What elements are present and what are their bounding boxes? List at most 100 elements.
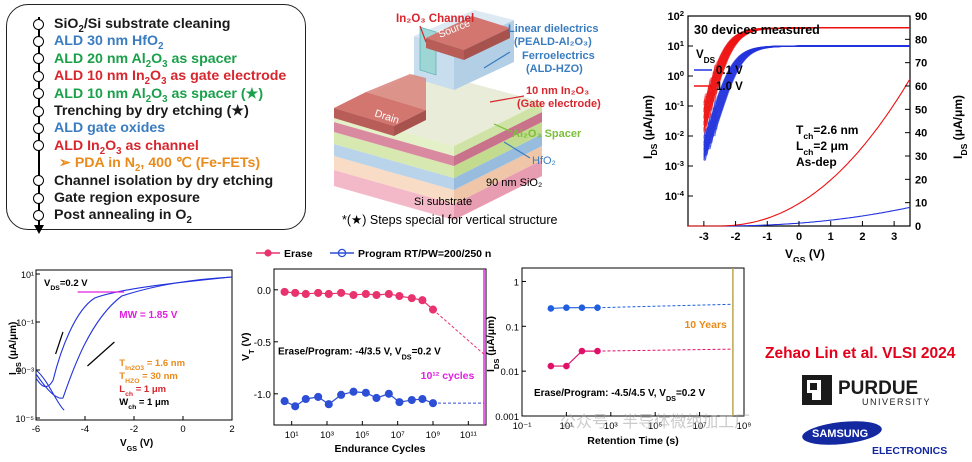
legend-program-marker	[337, 248, 347, 258]
flow-step: ALD 10 nm In2O3 as gate electrode	[33, 66, 286, 86]
purdue-subtitle: UNIVERSITY	[862, 397, 931, 407]
spacer-side	[454, 122, 542, 178]
x-tick-label: 10¹	[285, 430, 299, 441]
dielectrics-line-3: Ferroelectrics	[522, 50, 595, 62]
data-point	[324, 400, 333, 409]
x-tick-label: 10⁹	[737, 421, 752, 432]
x-tick-label: 10³	[320, 430, 334, 441]
flow-step: Channel isolation by dry etching	[33, 171, 273, 191]
top-spacer-side	[454, 102, 542, 156]
source-top	[426, 16, 510, 50]
y-tick-label: 10⁻¹	[16, 318, 34, 328]
data-point	[301, 394, 310, 404]
series-line	[550, 350, 598, 367]
x-tick-label: -3	[699, 231, 709, 243]
flow-step: ALD 20 nm Al2O3 as spacer	[33, 49, 237, 69]
flow-step-dot	[33, 70, 44, 82]
data-point	[337, 390, 346, 399]
spacer-label: Al₂O₃ Spacer	[512, 128, 582, 140]
x-tick-label: 1	[828, 231, 834, 243]
series-extrapolation	[597, 303, 733, 309]
legend-title: VDS	[696, 49, 716, 65]
flow-step-dot	[33, 53, 44, 65]
flow-step-label: Gate region exposure	[54, 190, 200, 206]
data-point	[395, 291, 404, 301]
y-axis-label-left: IDS (μA/μm)	[641, 95, 659, 159]
data-point	[291, 288, 300, 297]
spacer-front	[334, 132, 454, 178]
dielectrics-line-4: (ALD-HZO)	[526, 63, 583, 75]
x-tick-label: -2	[731, 231, 741, 243]
data-point	[407, 294, 416, 303]
flow-step-label: Trenching by dry etching (★)	[54, 103, 249, 119]
flow-step: Trenching by dry etching (★)	[33, 101, 249, 121]
flow-step: Post annealing in O2	[33, 205, 192, 226]
hfo2-front	[334, 144, 454, 190]
data-point	[594, 347, 601, 355]
y-tick-label: 102	[667, 9, 684, 24]
vds-label: VDS=0.2 V	[44, 278, 88, 292]
samsung-wordmark: SAMSUNG	[812, 428, 868, 440]
process-flow-box: SiO2/Si substrate cleaning ALD 30 nm HfO2…	[6, 4, 306, 234]
y-axis-label: IDS (μA/μm)	[485, 316, 501, 372]
data-point	[372, 290, 381, 300]
data-point	[349, 290, 358, 300]
channel-label: In₂O₃ Channel	[396, 13, 474, 25]
y-axis-label: IDS (μA/μm)	[8, 322, 23, 375]
si-side	[454, 160, 542, 220]
x-tick-label: 10¹	[560, 421, 574, 432]
flow-step: ALD In2O3 as channel	[33, 136, 199, 156]
x-tick-label: 0	[180, 424, 185, 435]
legend-program-label: Program RT/PW=200/250 ns	[358, 248, 492, 260]
data-point	[301, 289, 310, 299]
device-param: Lch = 1 μm	[119, 384, 166, 398]
x-axis-label: Endurance Cycles	[334, 443, 425, 455]
y-tick-label: 0.1	[506, 322, 519, 333]
y-tick-label: 0.0	[257, 286, 271, 297]
data-point	[349, 387, 358, 396]
linear-curve-1.0V	[688, 78, 911, 227]
data-point	[428, 305, 438, 314]
gate-line-1: 10 nm In₂O₃	[526, 85, 589, 97]
hfo2-side	[454, 134, 542, 190]
flow-step-label: ALD 10 nm In2O3 as gate electrode	[54, 68, 287, 88]
dielectrics-line-2: (PEALD-Al₂O₃)	[514, 36, 592, 48]
data-point	[361, 388, 370, 397]
data-point	[280, 397, 289, 406]
y-axis-label-right: IDS (μA/μm)	[951, 95, 969, 159]
y-tick-label: 10-4	[665, 189, 685, 204]
data-point	[280, 287, 289, 296]
y-right-tick-label: 30	[915, 151, 927, 163]
flow-step-label: Channel isolation by dry etching	[54, 172, 274, 189]
y-axis-label: VT (V)	[240, 332, 256, 361]
x-tick-label: 10⁷	[693, 421, 708, 432]
y-right-tick-label: 90	[915, 11, 927, 23]
x-axis-label: VGS (V)	[120, 438, 153, 453]
device-schematic: Drain Source In₂O₃ Channel Linear dielec…	[334, 10, 601, 220]
log-curve-0.1V	[703, 45, 910, 162]
data-point	[384, 289, 393, 299]
x-axis-label: Retention Time (s)	[587, 435, 678, 447]
flow-step: SiO2/Si substrate cleaning	[33, 14, 230, 34]
device-param: Wch = 1 μm	[119, 397, 169, 411]
annotation-state: As-dep	[796, 155, 837, 169]
x-tick-label: 10⁷	[391, 430, 406, 441]
sio2-side	[454, 146, 542, 204]
watermark: 公众号 · 半导体微纳加工厂	[560, 414, 751, 431]
series-line	[550, 307, 598, 310]
y-tick-label: -1.0	[254, 390, 272, 401]
data-point	[337, 288, 346, 297]
x-tick-label: 2	[859, 231, 865, 243]
y-right-tick-label: 50	[915, 104, 927, 116]
log-curve-1.0V	[703, 27, 910, 134]
si-label: Si substrate	[414, 196, 472, 208]
ten-years-note: 10 Years	[684, 319, 727, 331]
flow-step: ALD gate oxides	[33, 118, 165, 138]
si-front	[334, 170, 454, 220]
conditions-label: Erase/Program: -4/3.5 V, VDS=0.2 V	[278, 346, 441, 361]
flow-step-dot	[33, 35, 44, 47]
credit-text: Zehao Lin et al. VLSI 2024	[765, 345, 956, 362]
legend-label: 0.1 V	[716, 65, 743, 77]
flow-step: Gate region exposure	[33, 188, 200, 208]
x-axis-label: VGS (V)	[785, 247, 825, 262]
